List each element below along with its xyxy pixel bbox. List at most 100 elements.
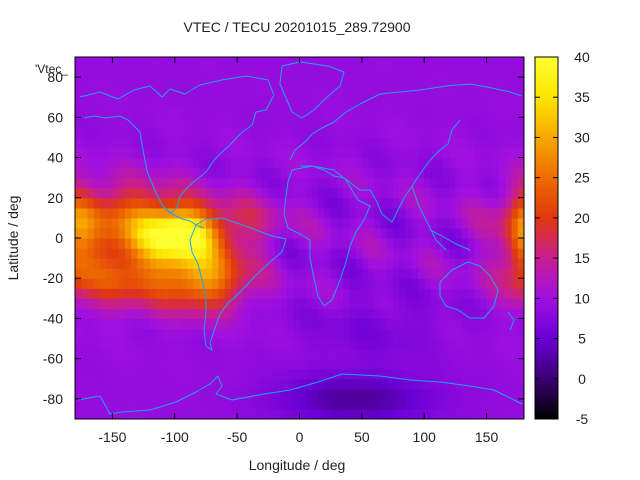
heatmap-cell: [224, 197, 232, 209]
x-tick-label: 100: [413, 429, 437, 445]
heatmap-cell: [143, 348, 151, 360]
heatmap-cell: [480, 298, 488, 309]
heatmap-cell: [336, 328, 344, 340]
heatmap-cell: [287, 248, 294, 259]
y-tick-label: -40: [43, 310, 63, 326]
heatmap-cell: [230, 328, 238, 340]
heatmap-cell: [143, 388, 151, 400]
heatmap-cell: [274, 77, 282, 88]
heatmap-cell: [305, 388, 313, 400]
heatmap-cell: [474, 338, 481, 350]
heatmap-cell: [75, 207, 82, 219]
heatmap-cell: [386, 127, 394, 139]
heatmap-cell: [486, 107, 494, 118]
heatmap-cell: [124, 137, 132, 149]
heatmap-cell: [224, 157, 232, 169]
heatmap-cell: [193, 328, 201, 340]
heatmap-cell: [112, 87, 120, 98]
heatmap-cell: [449, 97, 457, 108]
heatmap-cell: [99, 238, 107, 249]
heatmap-cell: [411, 107, 419, 118]
heatmap-cell: [511, 258, 519, 269]
heatmap-cell: [81, 57, 89, 68]
heatmap-cell: [280, 348, 288, 360]
heatmap-cell: [87, 358, 95, 370]
heatmap-cell: [330, 137, 338, 149]
heatmap-cell: [399, 167, 407, 179]
heatmap-cell: [131, 137, 138, 149]
heatmap-cell: [430, 268, 438, 279]
heatmap-cell: [274, 368, 282, 380]
heatmap-cell: [330, 87, 338, 98]
heatmap-cell: [324, 167, 332, 179]
heatmap-cell: [480, 308, 488, 320]
heatmap-cell: [193, 147, 201, 159]
heatmap-cell: [156, 348, 163, 360]
heatmap-cell: [118, 298, 126, 309]
heatmap-cell: [486, 67, 494, 78]
heatmap-cell: [343, 57, 350, 68]
heatmap-cell: [480, 207, 488, 219]
heatmap-cell: [330, 328, 338, 340]
heatmap-cell: [218, 177, 226, 189]
heatmap-cell: [280, 167, 288, 179]
chart-title: VTEC / TECU 20201015_289.72900: [183, 19, 410, 35]
heatmap-cell: [230, 147, 238, 159]
heatmap-cell: [461, 87, 469, 98]
heatmap-cell: [118, 167, 126, 179]
heatmap-cell: [505, 278, 513, 289]
heatmap-cell: [255, 358, 263, 370]
heatmap-cell: [237, 167, 244, 179]
heatmap-cell: [436, 107, 444, 118]
heatmap-cell: [112, 278, 120, 289]
heatmap-cell: [99, 107, 107, 118]
heatmap-cell: [355, 318, 363, 330]
heatmap-cell: [430, 288, 438, 299]
heatmap-cell: [75, 227, 82, 239]
heatmap-cell: [324, 127, 332, 139]
heatmap-cell: [237, 348, 244, 360]
heatmap-cell: [305, 268, 313, 279]
heatmap-cell: [311, 217, 319, 229]
heatmap-cell: [311, 328, 319, 340]
heatmap-cell: [374, 157, 382, 169]
heatmap-cell: [174, 288, 182, 299]
heatmap-cell: [486, 308, 494, 320]
heatmap-cell: [168, 308, 176, 320]
heatmap-cell: [181, 77, 188, 88]
heatmap-cell: [343, 107, 350, 118]
heatmap-cell: [330, 368, 338, 380]
heatmap-cell: [499, 57, 506, 68]
heatmap-cell: [218, 197, 226, 209]
heatmap-cell: [162, 278, 170, 289]
heatmap-cell: [218, 157, 226, 169]
heatmap-cell: [474, 227, 481, 239]
heatmap-cell: [336, 248, 344, 259]
heatmap-cell: [430, 77, 438, 88]
heatmap-cell: [131, 147, 138, 159]
heatmap-cell: [405, 278, 413, 289]
heatmap-cell: [249, 177, 257, 189]
heatmap-cell: [318, 358, 326, 370]
heatmap-cell: [293, 177, 301, 189]
heatmap-cell: [149, 278, 157, 289]
heatmap-cell: [124, 268, 132, 279]
heatmap-cell: [349, 238, 357, 249]
heatmap-cell: [249, 197, 257, 209]
heatmap-cell: [280, 298, 288, 309]
heatmap-cell: [268, 77, 276, 88]
heatmap-cell: [81, 227, 89, 239]
heatmap-cell: [137, 177, 145, 189]
heatmap-cell: [156, 388, 163, 400]
heatmap-cell: [467, 348, 475, 360]
heatmap-cell: [274, 127, 282, 139]
heatmap-cell: [137, 288, 145, 299]
heatmap-cell: [411, 238, 419, 249]
heatmap-cell: [137, 117, 145, 128]
heatmap-cell: [380, 127, 388, 139]
heatmap-cell: [449, 87, 457, 98]
heatmap-cell: [143, 127, 151, 139]
heatmap-cell: [280, 318, 288, 330]
heatmap-cell: [274, 258, 282, 269]
